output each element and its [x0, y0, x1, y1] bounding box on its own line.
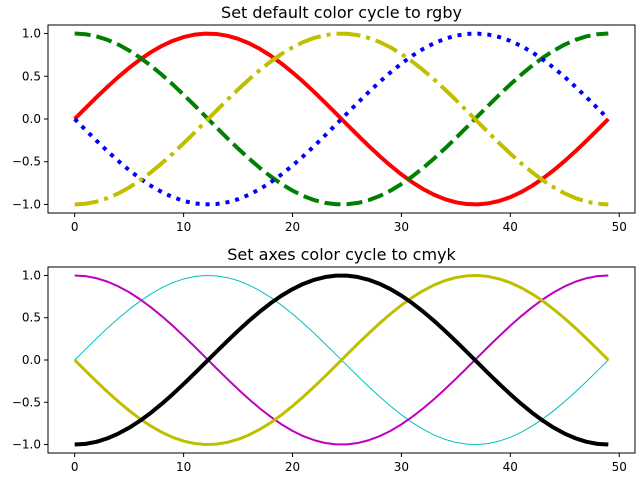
axes-top: Set default color cycle to rgby 0 10 20 30 4… — [12, 3, 636, 234]
y-tick-label-bottom: 1.0 — [22, 268, 41, 282]
x-tick-label-bottom: 0 — [71, 460, 79, 474]
series-line-top-4 — [74, 31, 609, 207]
chart-title-top: Set default color cycle to rgby — [221, 3, 462, 22]
series-line-top-2 — [74, 31, 609, 207]
x-axis-ticks-bottom: 0 10 20 30 40 50 — [71, 453, 627, 474]
y-tick-label-bottom: −0.5 — [12, 395, 41, 409]
x-tick-label-top: 40 — [503, 220, 518, 234]
series-line-top-1 — [73, 31, 610, 207]
y-tick-label-top: 1.0 — [22, 27, 41, 41]
x-tick-label-top: 0 — [71, 220, 79, 234]
y-tick-label-top: −1.0 — [12, 197, 41, 211]
series-line-bottom-3 — [73, 274, 610, 446]
x-tick-label-top: 30 — [394, 220, 409, 234]
series-line-bottom-2 — [74, 274, 609, 446]
x-tick-label-top: 10 — [176, 220, 191, 234]
x-tick-label-top: 50 — [612, 220, 627, 234]
x-tick-label-bottom: 30 — [394, 460, 409, 474]
x-tick-label-bottom: 10 — [176, 460, 191, 474]
x-axis-ticks-top: 0 10 20 30 40 50 — [71, 213, 627, 234]
axes-bottom: Set axes color cycle to cmyk 0 10 20 30 40 50… — [12, 245, 636, 474]
y-tick-label-top: 0.0 — [22, 112, 41, 126]
series-line-bottom-4 — [74, 273, 609, 447]
y-axis-ticks-top: −1.0 −0.5 0.0 0.5 1.0 — [12, 27, 48, 211]
chart-title-bottom: Set axes color cycle to cmyk — [227, 245, 456, 264]
y-tick-label-bottom: −1.0 — [12, 438, 41, 452]
y-tick-label-bottom: 0.5 — [22, 311, 41, 325]
x-tick-label-bottom: 50 — [612, 460, 627, 474]
y-tick-label-top: −0.5 — [12, 155, 41, 169]
x-tick-label-bottom: 20 — [285, 460, 300, 474]
x-tick-label-top: 20 — [285, 220, 300, 234]
series-layer-top — [73, 31, 610, 207]
y-tick-label-bottom: 0.0 — [22, 353, 41, 367]
x-tick-label-bottom: 40 — [503, 460, 518, 474]
series-layer-bottom — [73, 273, 610, 447]
y-tick-label-top: 0.5 — [22, 69, 41, 83]
series-line-top-3 — [73, 31, 610, 207]
y-axis-ticks-bottom: −1.0 −0.5 0.0 0.5 1.0 — [12, 268, 48, 452]
